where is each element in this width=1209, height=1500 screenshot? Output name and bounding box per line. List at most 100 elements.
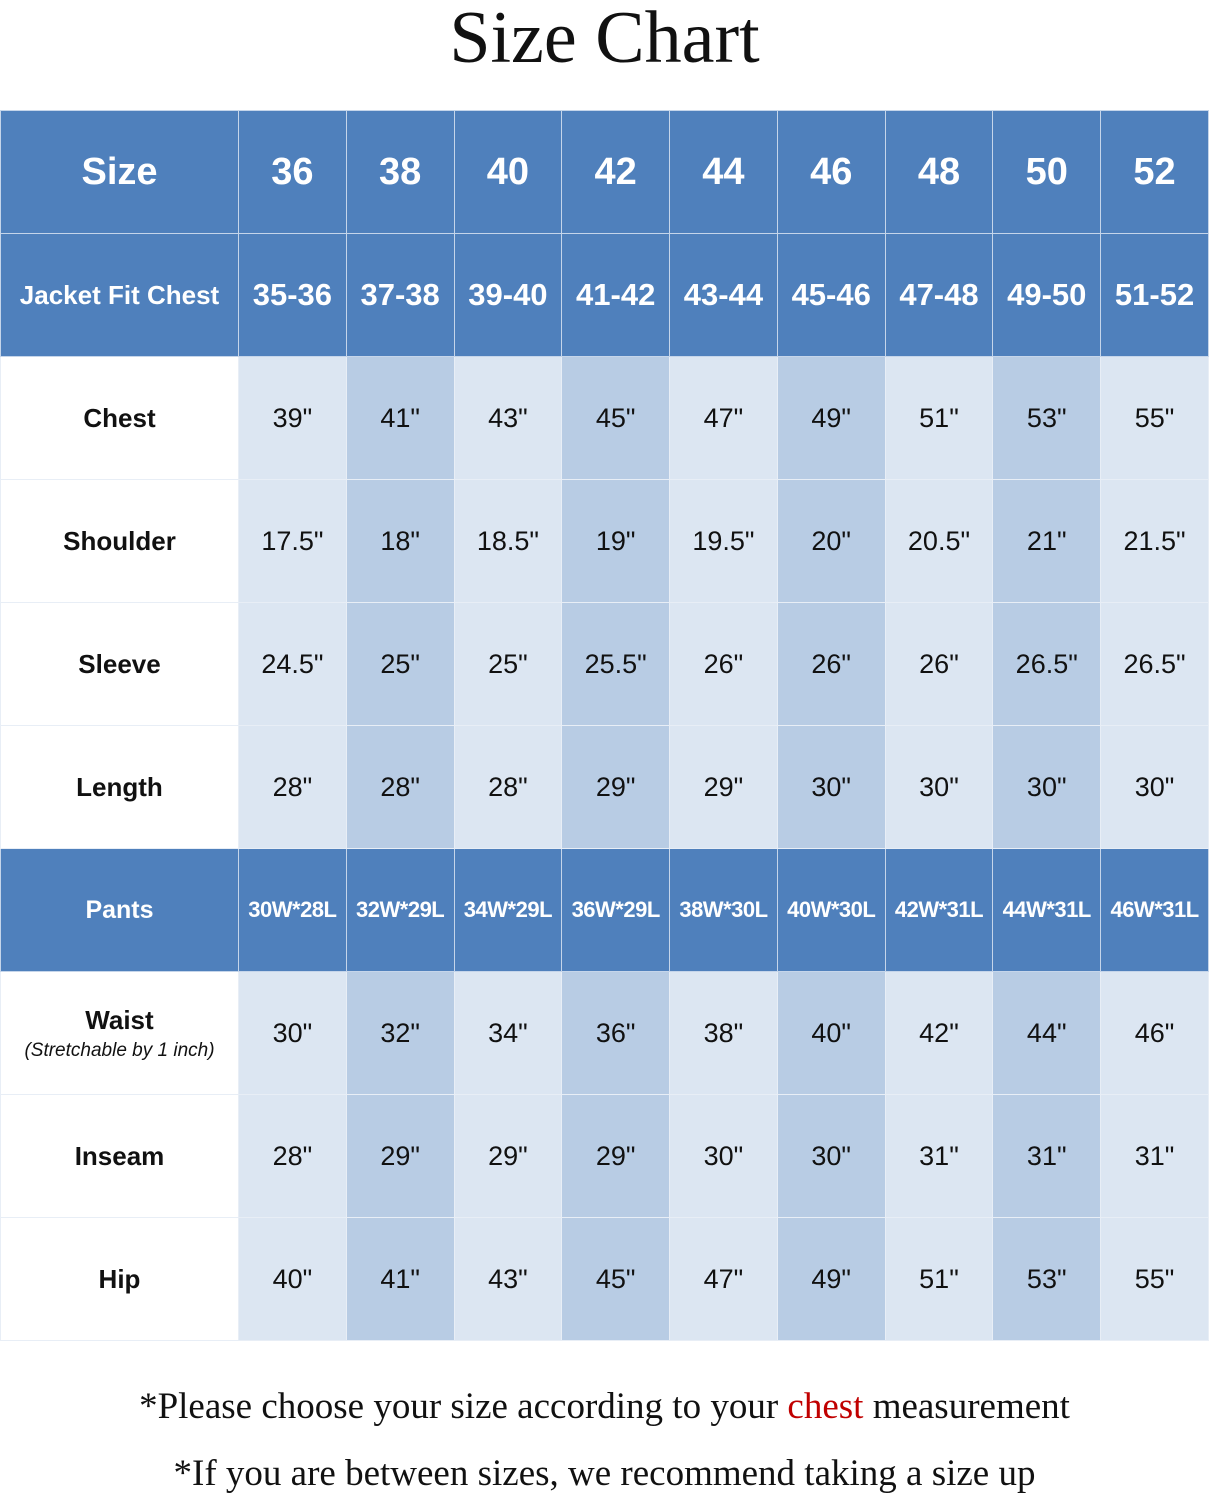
table-cell: 18" — [345, 479, 455, 603]
footnote-size-up: *If you are between sizes, we recommend … — [173, 1453, 1036, 1494]
table-cell: 53" — [992, 356, 1102, 480]
table-cell: 20" — [776, 479, 886, 603]
header-cell: 41-42 — [561, 233, 671, 357]
chart-title: Size Chart — [449, 0, 760, 79]
table-cell: 30" — [884, 725, 994, 849]
header-cell: 45-46 — [776, 233, 886, 357]
header-cell: 44W*31L — [992, 848, 1102, 972]
table-cell: 53" — [992, 1217, 1102, 1341]
table-cell: 30" — [776, 1094, 886, 1218]
table-cell: 55" — [1100, 356, 1209, 480]
row-label: Pants — [0, 848, 239, 972]
table-row-jacket-fit-chest: Jacket Fit Chest 35-36 37-38 39-40 41-42 43-4… — [0, 233, 1209, 357]
row-label-text: Pants — [85, 895, 154, 924]
table-cell: 42" — [884, 971, 994, 1095]
footnote-chest: *Please choose your size according to yo… — [0, 1385, 1209, 1428]
table-row-inseam: Inseam 28" 29" 29" 29" 30" 30" 31" 31" 31" — [0, 1094, 1209, 1218]
row-label-text: Chest — [83, 402, 156, 433]
table-cell: 51" — [884, 1217, 994, 1341]
table-cell: 28" — [453, 725, 563, 849]
table-cell: 30" — [669, 1094, 778, 1218]
table-cell: 44" — [992, 971, 1102, 1095]
table-cell: 26" — [884, 602, 994, 726]
table-cell: 45" — [561, 1217, 671, 1341]
header-cell: 36 — [238, 110, 347, 234]
table-cell: 24.5" — [238, 602, 347, 726]
header-cell: 39-40 — [453, 233, 563, 357]
table-cell: 30" — [776, 725, 886, 849]
table-cell: 19" — [561, 479, 671, 603]
row-label: Jacket Fit Chest — [0, 233, 239, 357]
table-row-waist: Waist (Stretchable by 1 inch) 30" 32" 34" 36"… — [0, 971, 1209, 1095]
table-cell: 49" — [776, 356, 886, 480]
table-cell: 28" — [238, 1094, 347, 1218]
table-cell: 26" — [669, 602, 778, 726]
table-cell: 29" — [561, 725, 671, 849]
table-cell: 29" — [561, 1094, 671, 1218]
table-cell: 30" — [992, 725, 1102, 849]
table-row-hip: Hip 40" 41" 43" 45" 47" 49" 51" 53" 55" — [0, 1217, 1209, 1341]
table-cell: 25.5" — [561, 602, 671, 726]
header-cell: 52 — [1100, 110, 1209, 234]
row-label-text: Sleeve — [78, 648, 161, 679]
header-cell: 48 — [884, 110, 994, 234]
header-cell: 50 — [992, 110, 1102, 234]
table-cell: 26.5" — [992, 602, 1102, 726]
header-cell: 36W*29L — [561, 848, 671, 972]
row-label-text: Inseam — [74, 1140, 165, 1171]
table-cell: 47" — [669, 1217, 778, 1341]
row-label-text: Waist — [85, 1004, 154, 1035]
header-cell: 42 — [561, 110, 671, 234]
table-cell: 28" — [345, 725, 455, 849]
row-label-text: Shoulder — [63, 525, 176, 556]
row-label: Hip — [0, 1217, 239, 1341]
row-label: Sleeve — [0, 602, 239, 726]
header-cell: 40W*30L — [776, 848, 886, 972]
header-cell: 49-50 — [992, 233, 1102, 357]
table-cell: 21.5" — [1100, 479, 1209, 603]
header-cell: 46 — [776, 110, 886, 234]
table-cell: 34" — [453, 971, 563, 1095]
row-label-note: (Stretchable by 1 inch) — [24, 1039, 215, 1061]
table-cell: 21" — [992, 479, 1102, 603]
table-row-chest: Chest 39" 41" 43" 45" 47" 49" 51" 53" 55" — [0, 356, 1209, 480]
header-cell: 44 — [669, 110, 778, 234]
size-chart-table: Size 36 38 40 42 44 46 48 50 52 Jacket Fit Chest 35… — [0, 110, 1209, 1341]
table-cell: 31" — [1100, 1094, 1209, 1218]
table-cell: 45" — [561, 356, 671, 480]
header-cell: 43-44 — [669, 233, 778, 357]
table-cell: 39" — [238, 356, 347, 480]
table-cell: 32" — [345, 971, 455, 1095]
table-row-pants: Pants 30W*28L 32W*29L 34W*29L 36W*29L 38W*30L… — [0, 848, 1209, 972]
table-cell: 30" — [1100, 725, 1209, 849]
table-row-shoulder: Shoulder 17.5" 18" 18.5" 19" 19.5" 20" 20.5" 21"… — [0, 479, 1209, 603]
table-cell: 41" — [345, 1217, 455, 1341]
table-cell: 36" — [561, 971, 671, 1095]
table-cell: 43" — [453, 356, 563, 480]
header-cell: 40 — [453, 110, 563, 234]
table-cell: 31" — [884, 1094, 994, 1218]
header-cell: 30W*28L — [238, 848, 347, 972]
row-label: Shoulder — [0, 479, 239, 603]
table-cell: 29" — [345, 1094, 455, 1218]
table-cell: 25" — [453, 602, 563, 726]
table-cell: 46" — [1100, 971, 1209, 1095]
table-cell: 43" — [453, 1217, 563, 1341]
table-cell: 17.5" — [238, 479, 347, 603]
table-cell: 28" — [238, 725, 347, 849]
table-cell: 26" — [776, 602, 886, 726]
footnote-text: *Please choose your size according to yo… — [139, 1386, 788, 1427]
table-cell: 41" — [345, 356, 455, 480]
table-cell: 55" — [1100, 1217, 1209, 1341]
header-cell: 32W*29L — [345, 848, 455, 972]
row-label: Inseam — [0, 1094, 239, 1218]
table-cell: 18.5" — [453, 479, 563, 603]
table-cell: 31" — [992, 1094, 1102, 1218]
table-row-size: Size 36 38 40 42 44 46 48 50 52 — [0, 110, 1209, 234]
footnote-highlight: chest — [787, 1386, 864, 1427]
table-cell: 40" — [776, 971, 886, 1095]
header-cell: 42W*31L — [884, 848, 994, 972]
header-cell: 46W*31L — [1100, 848, 1209, 972]
row-label: Waist (Stretchable by 1 inch) — [0, 971, 239, 1095]
row-label-text: Size — [81, 150, 158, 193]
